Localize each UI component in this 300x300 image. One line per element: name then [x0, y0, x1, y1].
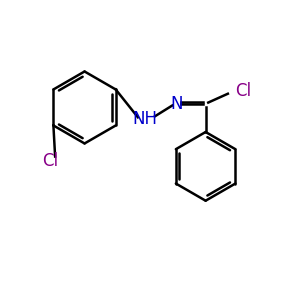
Text: NH: NH — [133, 110, 158, 128]
Text: Cl: Cl — [235, 82, 251, 100]
Text: N: N — [170, 95, 182, 113]
Text: Cl: Cl — [42, 152, 58, 170]
